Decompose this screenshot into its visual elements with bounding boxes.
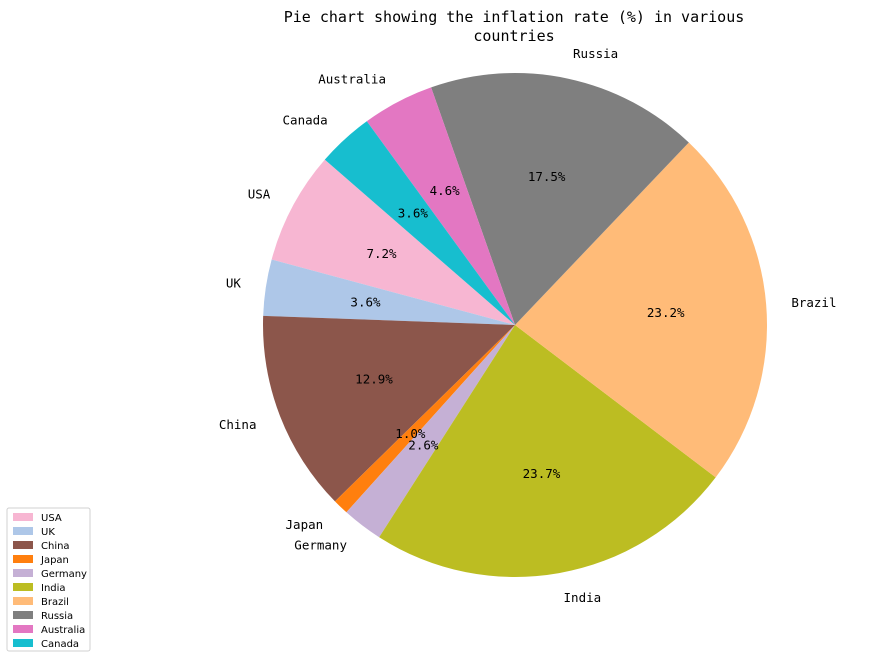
- legend-swatch-usa: [13, 513, 33, 521]
- pie-slices: [263, 72, 767, 577]
- legend-label-brazil: Brazil: [41, 597, 69, 608]
- legend-label-canada: Canada: [41, 639, 79, 650]
- pie-slice-uk: [263, 259, 515, 325]
- legend-swatch-brazil: [13, 597, 33, 605]
- legend-swatch-japan: [13, 555, 33, 563]
- pie-slice-australia: [366, 87, 515, 325]
- slice-label-usa: USA: [248, 187, 271, 202]
- legend-swatch-russia: [13, 611, 33, 619]
- legend-label-uk: UK: [41, 527, 55, 538]
- chart-title-line-1: Pie chart showing the inflation rate (%)…: [284, 8, 745, 26]
- pct-label-india: 23.7%: [523, 466, 561, 481]
- legend-swatch-canada: [13, 639, 33, 647]
- slice-label-china: China: [219, 417, 257, 432]
- legend-label-australia: Australia: [41, 625, 85, 636]
- legend-label-china: China: [41, 541, 70, 552]
- legend-swatch-australia: [13, 625, 33, 633]
- pct-label-canada: 3.6%: [398, 206, 429, 221]
- legend-label-usa: USA: [41, 513, 62, 524]
- pct-label-uk: 3.6%: [350, 294, 381, 309]
- legend-label-india: India: [41, 583, 66, 594]
- slice-label-russia: Russia: [573, 46, 618, 61]
- pie-slice-china: [263, 315, 515, 502]
- pct-label-russia: 17.5%: [528, 169, 566, 184]
- pie-slice-russia: [431, 72, 689, 325]
- pct-label-brazil: 23.2%: [647, 305, 685, 320]
- pie-labels: USA 7.2% UK 3.6% China 12.9% Japan 1.0% Germany 2…: [219, 46, 837, 605]
- pie-slice-japan: [334, 325, 515, 513]
- legend-swatch-china: [13, 541, 33, 549]
- pie-slice-canada: [324, 121, 515, 326]
- pct-label-usa: 7.2%: [366, 246, 397, 261]
- legend-swatch-india: [13, 583, 33, 591]
- legend: USA UK China Japan Germany India Brazil Russia A…: [6, 507, 91, 652]
- legend-swatch-uk: [13, 527, 33, 535]
- chart-title-line-2: countries: [473, 27, 554, 45]
- legend-label-japan: Japan: [40, 555, 69, 566]
- slice-label-australia: Australia: [318, 72, 386, 87]
- pie-slice-brazil: [515, 142, 767, 478]
- pie-slice-usa: [271, 159, 515, 325]
- legend-swatch-germany: [13, 569, 33, 577]
- pie-slice-germany: [346, 325, 515, 538]
- pie-slice-india: [379, 325, 716, 577]
- pct-label-australia: 4.6%: [430, 183, 461, 198]
- slice-label-canada: Canada: [283, 113, 328, 128]
- slice-label-brazil: Brazil: [791, 295, 836, 310]
- slice-label-germany: Germany: [294, 537, 347, 552]
- legend-label-russia: Russia: [41, 611, 73, 622]
- pct-label-germany: 2.6%: [408, 437, 439, 452]
- legend-label-germany: Germany: [41, 569, 87, 580]
- slice-label-uk: UK: [226, 276, 242, 291]
- pct-label-china: 12.9%: [355, 372, 393, 387]
- slice-label-japan: Japan: [286, 517, 324, 532]
- pct-label-japan: 1.0%: [395, 426, 426, 441]
- slice-label-india: India: [564, 590, 602, 605]
